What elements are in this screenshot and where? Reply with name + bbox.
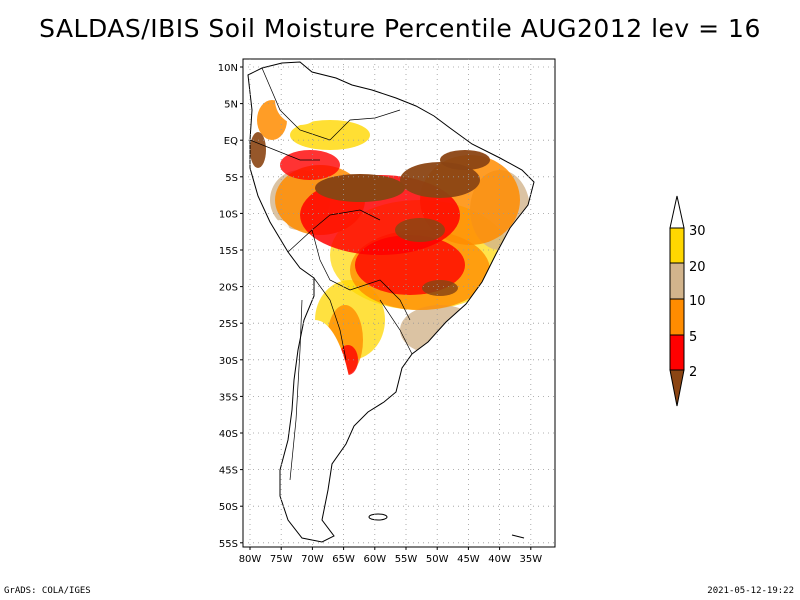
lat-label: 15S — [219, 246, 238, 257]
coastline — [247, 61, 535, 543]
map-title: SALDAS/IBIS Soil Moisture Percentile AUG… — [39, 14, 761, 43]
colorbar-label-2: 2 — [689, 365, 697, 380]
latitude-labels: 10N 5N EQ 5S 10S 15S 20S 25S 30S 35S 40S 45S 50S 55S — [218, 63, 243, 550]
colorbar-bin-20-30 — [669, 227, 685, 264]
lon-label: 65W — [332, 554, 355, 565]
lon-label: 75W — [270, 554, 293, 565]
gridlines — [243, 59, 555, 547]
lat-label: 40S — [219, 429, 238, 440]
lon-label: 55W — [395, 554, 418, 565]
falklands-outline — [368, 513, 388, 521]
colorbar-label-10: 10 — [689, 294, 706, 309]
colorbar-bin-5-10 — [669, 298, 685, 336]
country-borders — [249, 67, 413, 481]
colorbar-bin-2-5 — [669, 334, 685, 371]
lat-label: 5N — [224, 100, 238, 111]
lon-label: 45W — [457, 554, 480, 565]
lon-label: 60W — [363, 554, 386, 565]
lat-label: 10N — [218, 63, 238, 74]
lon-label: 80W — [239, 554, 262, 565]
lat-label: 25S — [219, 319, 238, 330]
lat-label: 50S — [219, 502, 238, 513]
colorbar-bin-10-20 — [669, 262, 685, 300]
lon-label: 40W — [488, 554, 511, 565]
lat-label: 35S — [219, 392, 238, 403]
lat-label: 45S — [219, 466, 238, 477]
lat-label: 55S — [219, 539, 238, 550]
lat-label: 30S — [219, 356, 238, 367]
colorbar-label-30: 30 — [689, 224, 706, 239]
footer-credit: GrADS: COLA/IGES — [4, 586, 91, 596]
lat-label: 20S — [219, 283, 238, 294]
colorbar: 30 20 10 5 2 — [669, 195, 706, 407]
footer-timestamp: 2021-05-12-19:22 — [707, 586, 794, 596]
colorbar-lower-arrow — [669, 369, 685, 407]
lat-label: EQ — [224, 136, 238, 147]
colorbar-label-5: 5 — [689, 330, 697, 345]
lon-label: 50W — [426, 554, 449, 565]
lat-label: 5S — [225, 173, 238, 184]
lat-label: 10S — [219, 209, 238, 220]
longitude-labels: 80W 75W 70W 65W 60W 55W 50W 45W 40W 35W — [239, 547, 542, 565]
lon-label: 70W — [301, 554, 324, 565]
lon-label: 35W — [519, 554, 542, 565]
colorbar-upper-arrow — [669, 195, 685, 229]
colorbar-label-20: 20 — [689, 260, 706, 275]
south-georgia-outline — [511, 534, 525, 539]
